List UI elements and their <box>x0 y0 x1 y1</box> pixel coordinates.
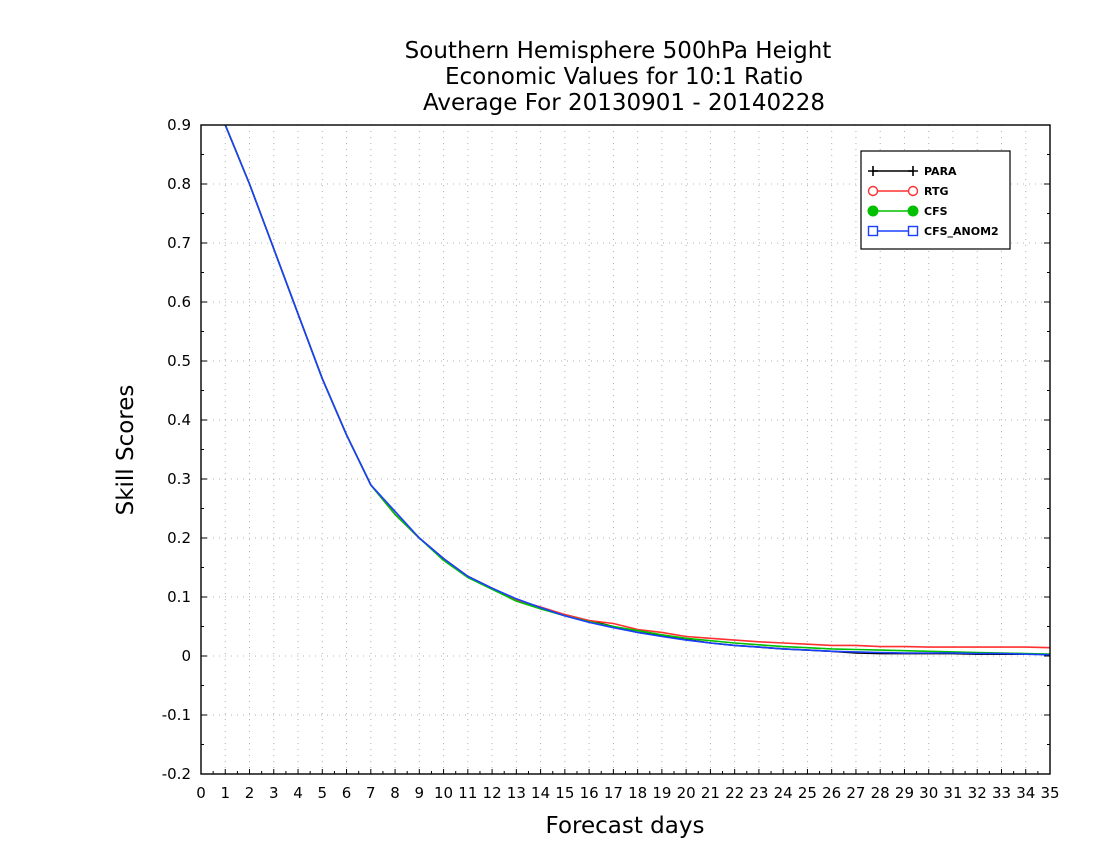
title-line-3: Average For 20130901 - 20140228 <box>423 90 825 116</box>
x-tick-label: 10 <box>434 784 453 802</box>
x-tick-label: 15 <box>555 784 574 802</box>
y-axis-label: Skill Scores <box>113 385 139 516</box>
y-tick-label: 0.5 <box>167 352 191 370</box>
x-tick-label: 17 <box>604 784 623 802</box>
x-tick-label: 32 <box>968 784 987 802</box>
legend: PARA RTG CFS CFS_ANOM2 <box>860 150 1011 250</box>
x-tick-label: 4 <box>293 784 303 802</box>
x-tick-label: 26 <box>822 784 841 802</box>
x-tick-label: 27 <box>846 784 865 802</box>
x-tick-label: 23 <box>749 784 768 802</box>
x-axis-label: Forecast days <box>546 813 705 839</box>
x-tick-label: 29 <box>895 784 914 802</box>
filled-circle-marker-icon <box>867 205 879 217</box>
x-tick-label: 13 <box>507 784 526 802</box>
x-tick-label: 0 <box>196 784 206 802</box>
x-tick-label: 11 <box>458 784 477 802</box>
y-tick-label: 0.4 <box>167 411 191 429</box>
y-tick-label: -0.2 <box>162 765 191 783</box>
x-tick-label: 19 <box>652 784 671 802</box>
y-tick-label: 0.8 <box>167 175 191 193</box>
legend-label: CFS <box>924 205 948 218</box>
open-square-marker-icon <box>907 225 919 237</box>
title-line-1: Southern Hemisphere 500hPa Height <box>405 38 832 64</box>
x-tick-label: 2 <box>245 784 255 802</box>
title-line-2: Economic Values for 10:1 Ratio <box>445 64 803 90</box>
plus-marker-icon <box>868 166 878 176</box>
legend-label: PARA <box>924 165 957 178</box>
y-tick-label: 0 <box>181 647 191 665</box>
open-circle-marker-icon <box>867 185 879 197</box>
x-tick-label: 28 <box>871 784 890 802</box>
legend-item-rtg: RTG <box>867 185 949 198</box>
series-lines <box>224 124 1051 656</box>
legend-label: RTG <box>924 185 949 198</box>
open-circle-marker-icon <box>907 185 919 197</box>
x-tick-label: 35 <box>1040 784 1059 802</box>
x-tick-label: 34 <box>1016 784 1035 802</box>
y-tick-label: 0.3 <box>167 470 191 488</box>
x-tick-label: 30 <box>919 784 938 802</box>
x-tick-label: 33 <box>992 784 1011 802</box>
filled-circle-marker-icon <box>907 205 919 217</box>
x-tick-label: 21 <box>701 784 720 802</box>
chart-title: Southern Hemisphere 500hPa Height Econom… <box>405 38 832 116</box>
x-tick-label: 16 <box>580 784 599 802</box>
y-tick-label: 0.1 <box>167 588 191 606</box>
legend-item-para: PARA <box>868 165 957 178</box>
x-tick-label: 31 <box>943 784 962 802</box>
series-line-cfs-anom2 <box>224 124 1051 656</box>
x-tick-label: 12 <box>483 784 502 802</box>
open-square-marker-icon <box>867 225 879 237</box>
y-tick-label: 0.6 <box>167 293 191 311</box>
x-tick-label: 6 <box>342 784 352 802</box>
x-tick-label: 8 <box>390 784 400 802</box>
x-tick-label: 20 <box>677 784 696 802</box>
x-tick-label: 22 <box>725 784 744 802</box>
x-tick-label: 7 <box>366 784 376 802</box>
legend-box <box>860 150 1011 250</box>
y-tick-label: 0.7 <box>167 234 191 252</box>
legend-label: CFS_ANOM2 <box>924 225 999 238</box>
y-axis-ticks: -0.2 -0.1 0 0.1 0.2 0.3 0.4 0.5 0.6 0.7 0.8 0.9 <box>162 116 1050 783</box>
x-axis-ticks: 0 1 2 3 4 5 6 7 8 9 10 11 12 13 14 15 16 17 18 19 20 21 22 23 24… <box>196 769 1060 802</box>
y-tick-label: 0.2 <box>167 529 191 547</box>
x-tick-label: 1 <box>220 784 230 802</box>
gridlines <box>201 125 1050 774</box>
x-tick-label: 5 <box>318 784 328 802</box>
x-tick-label: 25 <box>798 784 817 802</box>
legend-item-cfs-anom2: CFS_ANOM2 <box>867 225 999 238</box>
x-tick-label: 9 <box>415 784 425 802</box>
x-tick-label: 18 <box>628 784 647 802</box>
y-tick-label: 0.9 <box>167 116 191 134</box>
x-tick-label: 14 <box>531 784 550 802</box>
y-tick-label: -0.1 <box>162 706 191 724</box>
x-tick-label: 24 <box>774 784 793 802</box>
x-tick-label: 3 <box>269 784 279 802</box>
plus-marker-icon <box>908 166 918 176</box>
legend-item-cfs: CFS <box>867 205 948 218</box>
